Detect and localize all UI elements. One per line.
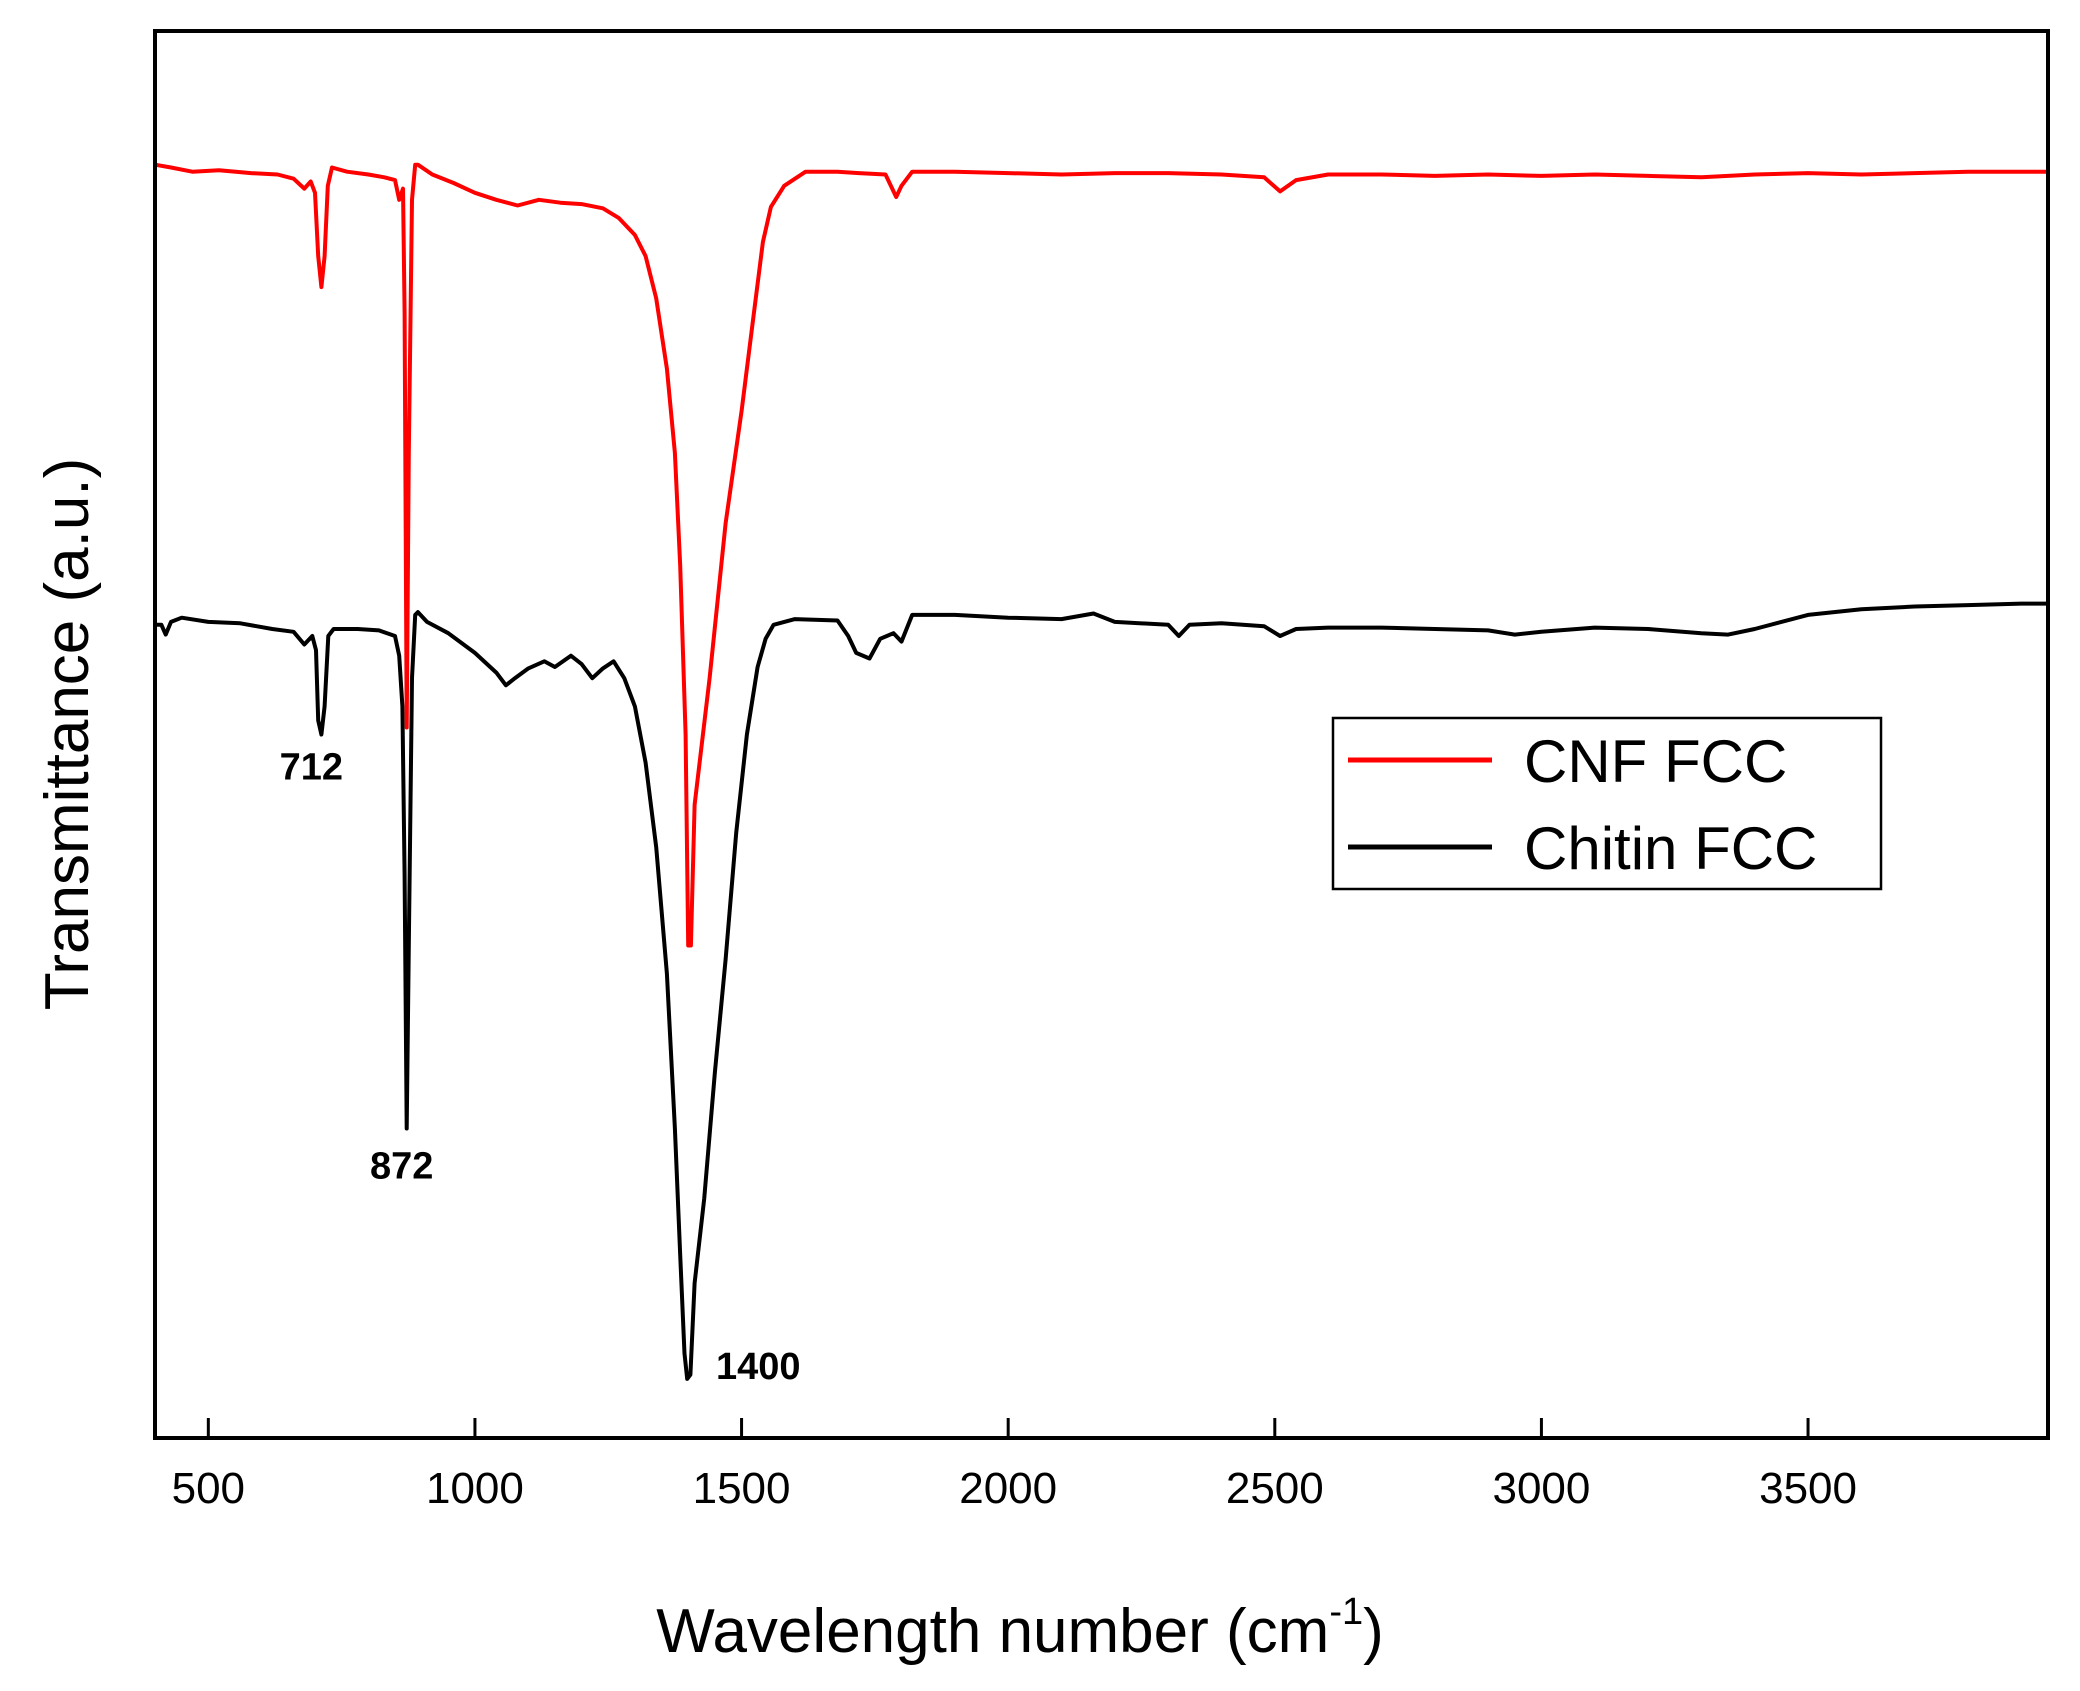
x-axis-tick-labels: 500 1000 1500 2000 2500 3000 3500 (172, 1464, 1857, 1513)
x-tick-label-1000: 1000 (426, 1464, 524, 1513)
legend-box (1331, 716, 1883, 891)
peak-label-712: 712 (280, 747, 343, 789)
plot-frame (153, 29, 2050, 1440)
series-line-chitin-fcc (155, 601, 2048, 1381)
legend-label-chitin-fcc: Chitin FCC (1524, 815, 1817, 882)
x-axis-title-main: Wavelength number (cm (656, 1597, 1329, 1666)
x-tick-label-3000: 3000 (1492, 1464, 1590, 1513)
x-axis-title-close: ) (1363, 1597, 1384, 1666)
x-tick-label-1500: 1500 (693, 1464, 791, 1513)
peak-label-872: 872 (370, 1145, 433, 1187)
legend: CNF FCC Chitin FCC (1331, 716, 1883, 891)
peak-label-1400: 1400 (716, 1346, 801, 1388)
x-tick-label-2500: 2500 (1226, 1464, 1324, 1513)
x-tick-label-2000: 2000 (959, 1464, 1057, 1513)
series-line-cnf-fcc (154, 162, 2048, 948)
x-axis-title-sup: -1 (1329, 1591, 1363, 1633)
x-tick-label-500: 500 (172, 1464, 245, 1513)
peak-annotations: 712 872 1400 (280, 747, 801, 1388)
legend-label-cnf-fcc: CNF FCC (1524, 728, 1787, 795)
x-axis-title: Wavelength number (cm-1) (656, 1591, 1384, 1666)
series-layer (154, 162, 2048, 1381)
x-tick-label-3500: 3500 (1759, 1464, 1857, 1513)
y-axis-title: Transmittance (a.u.) (33, 458, 102, 1010)
x-axis-ticks (206, 1418, 1810, 1438)
